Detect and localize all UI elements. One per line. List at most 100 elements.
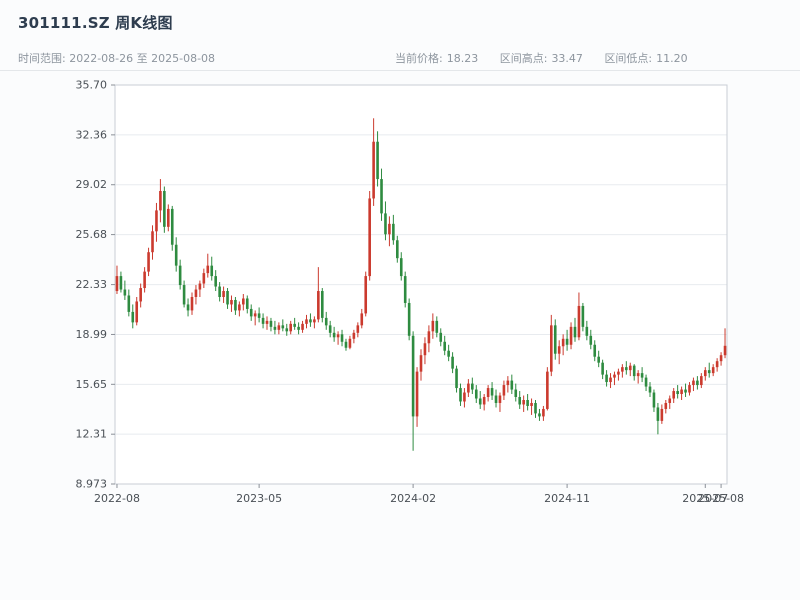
candle-body [174, 244, 178, 266]
candle [542, 405, 545, 421]
candle [119, 271, 123, 293]
candle [135, 296, 139, 326]
y-axis: 35.70 32.36 29.02 25.68 22.33 18.99 15.65 12.31… [76, 79, 115, 491]
candle-body [656, 407, 660, 421]
candle-body [411, 335, 415, 417]
candle-body [447, 350, 450, 357]
candle-body [226, 291, 229, 305]
candle [249, 304, 253, 321]
candle-body [455, 368, 458, 389]
candle-body [305, 319, 308, 324]
candle-body [301, 323, 304, 330]
candle-body [143, 271, 146, 289]
candle [198, 280, 202, 297]
x-tick-label: 2025-07 [682, 492, 728, 505]
candle-body [573, 326, 577, 338]
candle [376, 131, 379, 187]
candle-body [443, 341, 446, 351]
candle-body [463, 392, 466, 402]
candle-body [380, 179, 383, 214]
candle-body [467, 383, 470, 393]
candle-body [328, 325, 332, 333]
candle [597, 350, 600, 368]
candle [380, 168, 383, 221]
candle [423, 337, 427, 365]
candle [443, 335, 446, 356]
candle [238, 301, 241, 317]
x-tick-label: 2024-02 [390, 492, 436, 505]
candle-body [423, 343, 427, 356]
candle-body [593, 344, 597, 357]
candle-body [360, 313, 364, 326]
candle-body [723, 345, 727, 356]
candle [277, 322, 281, 335]
candle-body [182, 285, 186, 305]
candle-body [549, 325, 553, 372]
candle [676, 385, 679, 399]
candle [411, 331, 415, 451]
candle-body [392, 223, 395, 241]
candle-body [644, 377, 648, 387]
candle-body [538, 413, 541, 417]
candle [565, 329, 569, 351]
candle-body [403, 276, 407, 303]
candle-body [261, 317, 265, 324]
page-title: 301111.SZ 周K线图 [18, 14, 173, 32]
candle [182, 280, 186, 308]
candle [301, 320, 304, 333]
candle [364, 271, 368, 317]
candle-body [384, 213, 387, 235]
candle [218, 282, 221, 302]
candle [561, 334, 565, 356]
candle [451, 352, 454, 374]
candle [557, 340, 561, 365]
candle [526, 394, 529, 411]
candle-body [617, 371, 620, 375]
candle-body [676, 391, 679, 395]
candle-body [147, 252, 150, 272]
candle-body [700, 376, 703, 386]
candle [581, 302, 585, 332]
candle-body [297, 326, 300, 330]
candle [723, 328, 727, 359]
candle [534, 399, 537, 418]
candle [320, 288, 324, 323]
candle-body [245, 298, 249, 309]
candle [317, 267, 320, 323]
candle-body [399, 258, 403, 277]
candle [372, 118, 375, 206]
candle-body [482, 397, 486, 405]
candle [206, 253, 210, 278]
candle [419, 349, 423, 381]
candle [439, 328, 443, 347]
x-tick-label: 2022-08 [94, 492, 140, 505]
candle [569, 322, 573, 350]
range-high-label: 区间高点: [499, 52, 548, 65]
range-high-stat: 区间高点: 33.47 [500, 52, 583, 65]
candle-body [214, 276, 217, 287]
candle-body [459, 388, 462, 402]
candle [305, 314, 308, 329]
candle-body [190, 296, 194, 311]
candle-body [703, 370, 707, 377]
candle [486, 385, 490, 402]
candle-body [561, 338, 565, 347]
candle-body [131, 311, 135, 323]
candle [178, 259, 182, 290]
candle [332, 326, 336, 342]
candle [518, 391, 522, 409]
candle [522, 395, 525, 412]
candle-body [123, 289, 127, 296]
candle-body [324, 317, 328, 326]
candle-body [692, 380, 695, 386]
candle-body [352, 332, 356, 339]
candle [269, 317, 273, 332]
candle [617, 368, 620, 381]
range-low-value: 11.20 [656, 52, 688, 65]
candle-body [478, 398, 482, 405]
candle-body [194, 289, 198, 297]
candle [313, 316, 316, 329]
candle [155, 202, 158, 242]
candle [226, 288, 229, 309]
candle-body [648, 386, 652, 393]
